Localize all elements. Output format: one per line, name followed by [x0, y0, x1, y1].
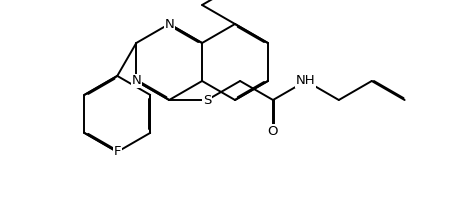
Text: S: S [203, 93, 212, 106]
Text: F: F [114, 145, 121, 158]
Text: O: O [268, 125, 278, 138]
Text: NH: NH [296, 74, 316, 88]
Text: N: N [164, 18, 174, 31]
Text: N: N [131, 74, 141, 88]
